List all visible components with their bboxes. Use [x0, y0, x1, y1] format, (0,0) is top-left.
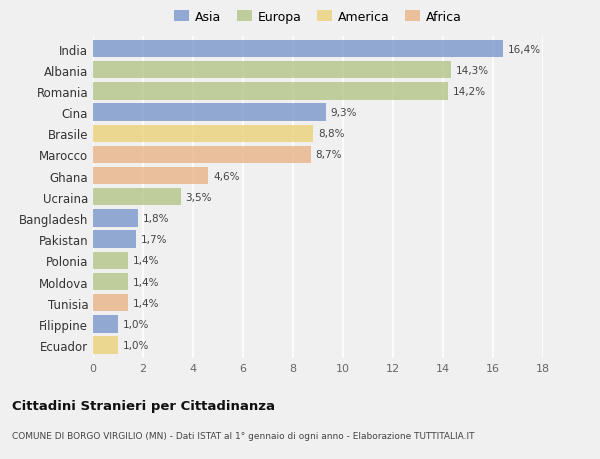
Text: 1,0%: 1,0% — [123, 319, 149, 329]
Bar — [93, 252, 128, 269]
Text: 1,4%: 1,4% — [133, 298, 160, 308]
Text: 1,7%: 1,7% — [140, 235, 167, 245]
Bar — [93, 315, 118, 333]
Text: 4,6%: 4,6% — [213, 171, 239, 181]
Text: 8,7%: 8,7% — [316, 150, 342, 160]
Bar — [93, 146, 311, 164]
Bar — [93, 273, 128, 291]
Bar — [93, 168, 208, 185]
Bar — [93, 83, 448, 101]
Bar — [93, 294, 128, 312]
Bar — [93, 210, 138, 227]
Text: 9,3%: 9,3% — [331, 108, 357, 118]
Text: 1,4%: 1,4% — [133, 256, 160, 266]
Bar — [93, 41, 503, 58]
Bar — [93, 62, 451, 79]
Bar — [93, 104, 325, 122]
Text: COMUNE DI BORGO VIRGILIO (MN) - Dati ISTAT al 1° gennaio di ogni anno - Elaboraz: COMUNE DI BORGO VIRGILIO (MN) - Dati IST… — [12, 431, 475, 441]
Bar — [93, 189, 181, 206]
Text: 14,2%: 14,2% — [453, 87, 486, 97]
Bar — [93, 231, 136, 248]
Bar — [93, 336, 118, 354]
Text: 14,3%: 14,3% — [455, 66, 488, 76]
Text: Cittadini Stranieri per Cittadinanza: Cittadini Stranieri per Cittadinanza — [12, 399, 275, 412]
Text: 1,0%: 1,0% — [123, 340, 149, 350]
Text: 8,8%: 8,8% — [318, 129, 344, 139]
Text: 1,4%: 1,4% — [133, 277, 160, 287]
Text: 3,5%: 3,5% — [185, 192, 212, 202]
Text: 16,4%: 16,4% — [508, 45, 541, 55]
Legend: Asia, Europa, America, Africa: Asia, Europa, America, Africa — [174, 11, 462, 24]
Text: 1,8%: 1,8% — [143, 213, 170, 224]
Bar — [93, 125, 313, 143]
